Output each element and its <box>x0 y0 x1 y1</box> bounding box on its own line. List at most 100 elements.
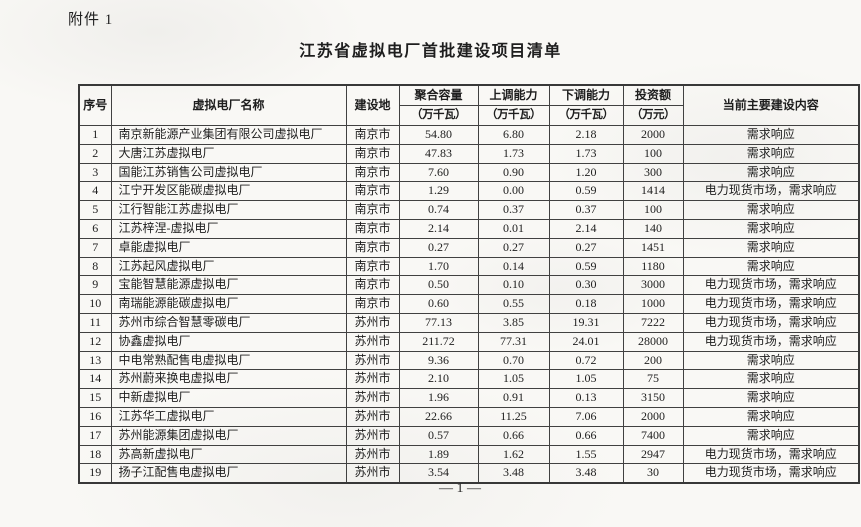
header-location: 建设地 <box>345 84 400 126</box>
table-row: 5 江行智能江苏虚拟电厂 南京市 0.74 0.37 0.37 100 需求响应 <box>78 200 860 220</box>
cell-investment: 100 <box>622 143 684 164</box>
header-investment: 投资额 <box>622 84 684 106</box>
cell-down: 0.18 <box>548 294 624 314</box>
cell-up: 77.31 <box>477 331 550 352</box>
cell-location: 南京市 <box>345 143 400 164</box>
cell-content: 电力现货市场，需求响应 <box>682 463 860 484</box>
cell-content: 需求响应 <box>682 350 860 371</box>
cell-up: 1.05 <box>477 369 550 390</box>
header-down-unit: （万千瓦） <box>548 105 624 126</box>
cell-location: 苏州市 <box>345 388 400 408</box>
cell-name: 苏州蔚来换电虚拟电厂 <box>110 369 347 390</box>
cell-name: 大唐江苏虚拟电厂 <box>110 143 347 164</box>
cell-no: 18 <box>78 444 112 465</box>
table-header: 序号 虚拟电厂名称 建设地 聚合容量 上调能力 下调能力 投资额 当前主要建设内… <box>78 84 860 126</box>
table-row: 9 宝能智慧能源虚拟电厂 南京市 0.50 0.10 0.30 3000 电力现货市场，需求响… <box>78 275 860 296</box>
cell-investment: 140 <box>622 218 684 239</box>
cell-content: 需求响应 <box>682 218 860 239</box>
cell-up: 0.14 <box>477 256 550 277</box>
cell-investment: 2000 <box>622 406 684 427</box>
table-row: 11 苏州市综合智慧零碳电厂 苏州市 77.13 3.85 19.31 7222 电力现货市场… <box>78 312 860 333</box>
table-row: 17 苏州能源集团虚拟电厂 苏州市 0.57 0.66 0.66 7400 需求响应 <box>78 425 860 446</box>
cell-content: 需求响应 <box>682 369 860 390</box>
table-row: 8 江苏起风虚拟电厂 南京市 1.70 0.14 0.59 1180 需求响应 <box>78 256 860 277</box>
table-row: 7 卓能虚拟电厂 南京市 0.27 0.27 0.27 1451 需求响应 <box>78 237 860 258</box>
cell-investment: 200 <box>622 350 684 371</box>
cell-capacity: 2.14 <box>398 218 479 239</box>
cell-no: 11 <box>78 312 112 333</box>
cell-no: 8 <box>78 256 112 277</box>
cell-location: 南京市 <box>345 162 400 183</box>
table-row: 2 大唐江苏虚拟电厂 南京市 47.83 1.73 1.73 100 需求响应 <box>78 143 860 164</box>
cell-down: 0.59 <box>548 256 624 277</box>
table-row: 19 扬子江配售电虚拟电厂 苏州市 3.54 3.48 3.48 30 电力现货市场，需求响应 <box>78 463 860 484</box>
cell-down: 0.30 <box>548 275 624 296</box>
cell-location: 苏州市 <box>345 406 400 427</box>
cell-down: 24.01 <box>548 331 624 352</box>
cell-up: 0.90 <box>477 162 550 183</box>
cell-location: 南京市 <box>345 275 400 296</box>
cell-no: 12 <box>78 331 112 352</box>
header-up: 上调能力 <box>477 84 550 106</box>
cell-up: 0.01 <box>477 218 550 239</box>
cell-name: 江苏梓涅-虚拟电厂 <box>110 218 347 239</box>
cell-name: 协鑫虚拟电厂 <box>110 331 347 352</box>
cell-capacity: 0.27 <box>398 237 479 258</box>
cell-down: 0.66 <box>548 425 624 446</box>
cell-down: 3.48 <box>548 463 624 484</box>
cell-down: 1.05 <box>548 369 624 390</box>
cell-content: 需求响应 <box>682 162 860 183</box>
cell-no: 5 <box>78 200 112 220</box>
cell-investment: 2000 <box>622 125 684 145</box>
page-number: — 1 — <box>439 481 481 496</box>
cell-capacity: 0.50 <box>398 275 479 296</box>
cell-no: 15 <box>78 388 112 408</box>
cell-name: 中电常熟配售电虚拟电厂 <box>110 350 347 371</box>
cell-down: 2.18 <box>548 125 624 145</box>
cell-no: 13 <box>78 350 112 371</box>
cell-location: 南京市 <box>345 237 400 258</box>
cell-no: 4 <box>78 181 112 202</box>
cell-capacity: 1.89 <box>398 444 479 465</box>
cell-down: 0.72 <box>548 350 624 371</box>
cell-down: 1.20 <box>548 162 624 183</box>
table-row: 3 国能江苏销售公司虚拟电厂 南京市 7.60 0.90 1.20 300 需求响应 <box>78 162 860 183</box>
table-row: 10 南瑞能源能碳虚拟电厂 南京市 0.60 0.55 0.18 1000 电力现货市场，需求… <box>78 294 860 314</box>
cell-down: 0.13 <box>548 388 624 408</box>
cell-investment: 28000 <box>622 331 684 352</box>
cell-investment: 7400 <box>622 425 684 446</box>
cell-no: 2 <box>78 143 112 164</box>
cell-content: 需求响应 <box>682 388 860 408</box>
cell-name: 江宁开发区能碳虚拟电厂 <box>110 181 347 202</box>
cell-investment: 2947 <box>622 444 684 465</box>
cell-investment: 1451 <box>622 237 684 258</box>
cell-content: 电力现货市场，需求响应 <box>682 294 860 314</box>
header-capacity: 聚合容量 <box>398 84 479 106</box>
cell-location: 南京市 <box>345 200 400 220</box>
projects-table: 序号 虚拟电厂名称 建设地 聚合容量 上调能力 下调能力 投资额 当前主要建设内… <box>78 84 860 485</box>
cell-capacity: 0.60 <box>398 294 479 314</box>
cell-investment: 1414 <box>622 181 684 202</box>
cell-down: 0.37 <box>548 200 624 220</box>
header-content: 当前主要建设内容 <box>682 84 860 126</box>
cell-no: 1 <box>78 125 112 145</box>
cell-up: 0.27 <box>477 237 550 258</box>
cell-up: 0.91 <box>477 388 550 408</box>
cell-name: 苏高新虚拟电厂 <box>110 444 347 465</box>
cell-capacity: 77.13 <box>398 312 479 333</box>
cell-content: 电力现货市场，需求响应 <box>682 444 860 465</box>
cell-down: 1.73 <box>548 143 624 164</box>
cell-location: 苏州市 <box>345 369 400 390</box>
cell-name: 卓能虚拟电厂 <box>110 237 347 258</box>
cell-location: 南京市 <box>345 256 400 277</box>
cell-name: 江行智能江苏虚拟电厂 <box>110 200 347 220</box>
cell-content: 需求响应 <box>682 237 860 258</box>
cell-capacity: 211.72 <box>398 331 479 352</box>
cell-no: 7 <box>78 237 112 258</box>
cell-content: 电力现货市场，需求响应 <box>682 312 860 333</box>
table-row: 13 中电常熟配售电虚拟电厂 苏州市 9.36 0.70 0.72 200 需求响应 <box>78 350 860 371</box>
cell-capacity: 1.70 <box>398 256 479 277</box>
cell-up: 0.10 <box>477 275 550 296</box>
cell-name: 南京新能源产业集团有限公司虚拟电厂 <box>110 125 347 145</box>
cell-down: 2.14 <box>548 218 624 239</box>
